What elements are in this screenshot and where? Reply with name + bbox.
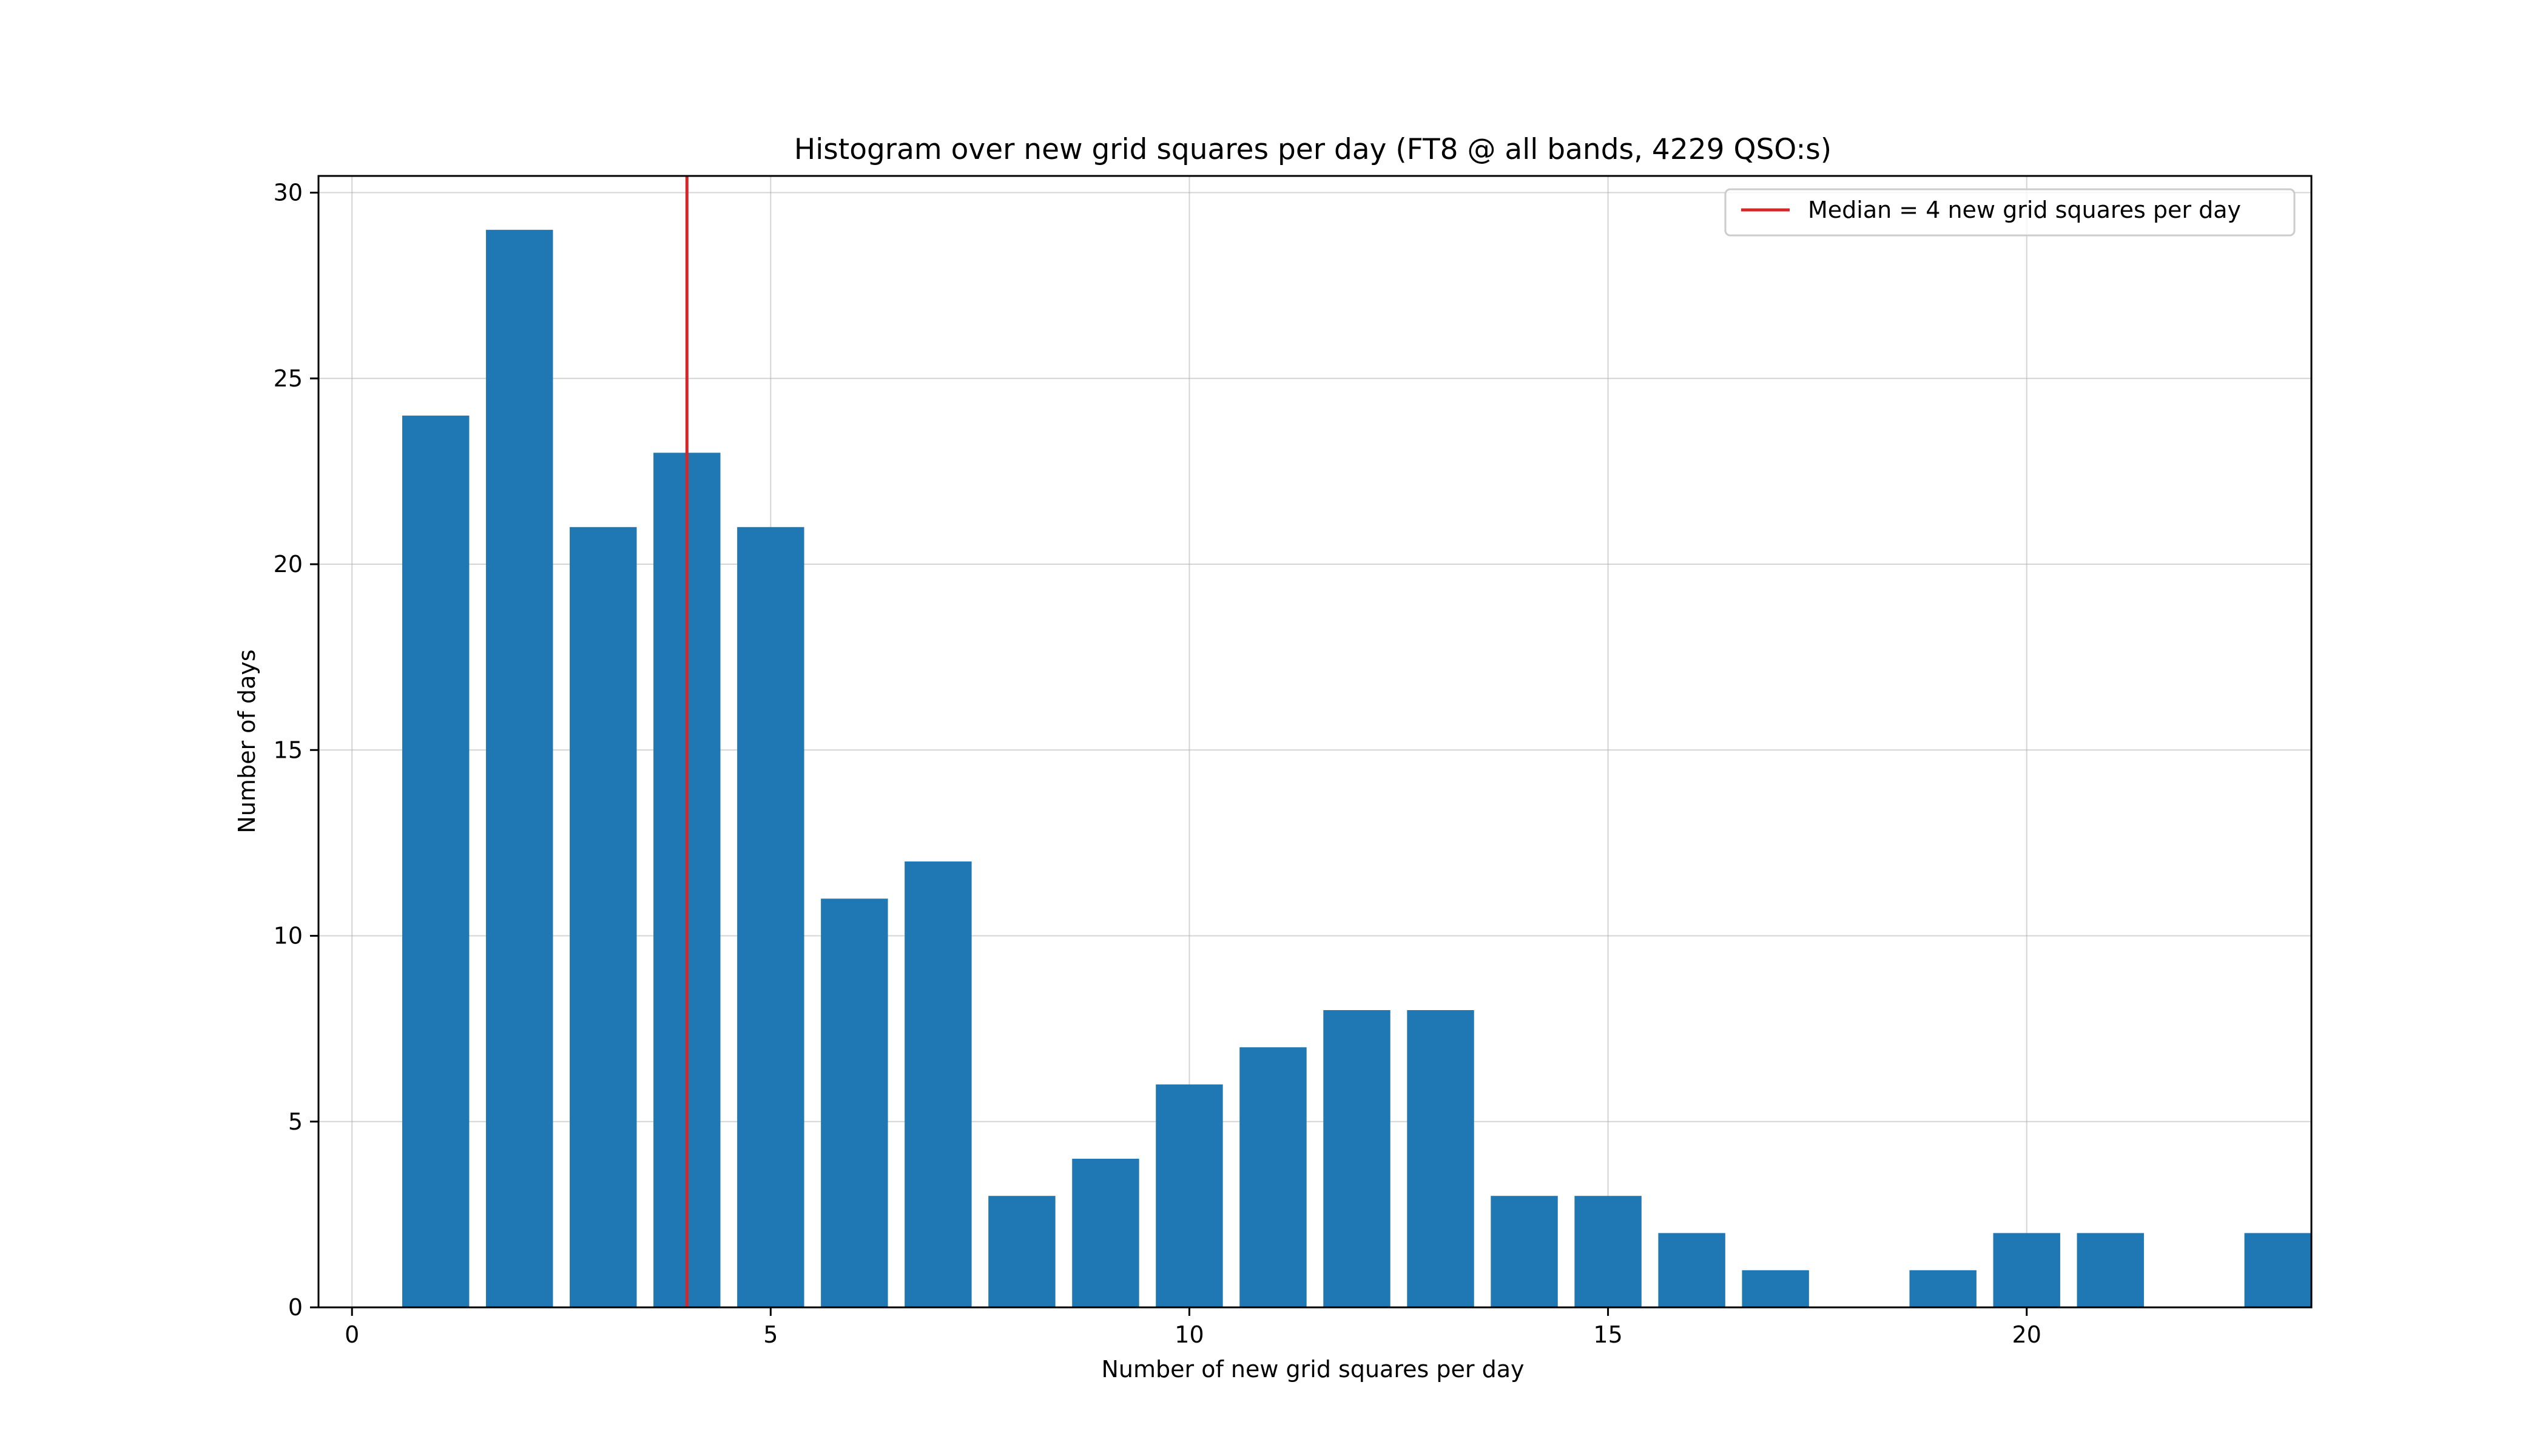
y-axis-label: Number of days	[234, 649, 260, 833]
x-tick-label-0: 0	[345, 1321, 359, 1348]
bar-14	[1491, 1196, 1558, 1307]
bar-23	[2244, 1233, 2311, 1307]
legend-median-label: Median = 4 new grid squares per day	[1808, 197, 2241, 223]
y-tick-label-6: 30	[274, 180, 303, 206]
y-tick-label-3: 15	[274, 736, 303, 763]
x-tick-label-3: 15	[1593, 1321, 1622, 1348]
bar-3	[570, 527, 637, 1307]
bar-2	[486, 229, 553, 1307]
bar-9	[1072, 1159, 1139, 1307]
bar-20	[1993, 1233, 2060, 1307]
bar-1	[402, 416, 470, 1307]
y-tick-label-5: 25	[274, 365, 303, 392]
bar-16	[1658, 1233, 1725, 1307]
y-axis-ticks: 0 5 10 15 20 25 30	[274, 180, 318, 1321]
bar-17	[1742, 1270, 1809, 1307]
bar-5	[737, 527, 804, 1307]
bars	[402, 229, 2311, 1308]
bar-11	[1239, 1047, 1307, 1307]
y-tick-label-0: 0	[288, 1294, 303, 1321]
y-tick-label-2: 10	[274, 923, 303, 949]
bar-19	[1909, 1270, 1977, 1307]
x-tick-label-1: 5	[763, 1321, 778, 1348]
x-axis-label: Number of new grid squares per day	[1102, 1356, 1525, 1383]
bar-21	[2077, 1233, 2144, 1307]
x-tick-label-4: 20	[2012, 1321, 2041, 1348]
legend: Median = 4 new grid squares per day	[1724, 188, 2296, 237]
legend-box	[1724, 188, 2296, 237]
x-tick-label-2: 10	[1175, 1321, 1204, 1348]
bar-7	[905, 861, 972, 1307]
bar-6	[821, 898, 888, 1307]
x-axis-ticks: 0 5 10 15 20	[345, 1307, 2041, 1348]
plot-frame	[317, 175, 2313, 1309]
bar-12	[1323, 1010, 1390, 1307]
grid-lines	[318, 176, 2311, 1308]
bar-10	[1156, 1084, 1223, 1307]
y-tick-label-4: 20	[274, 551, 303, 578]
y-tick-label-1: 5	[288, 1108, 303, 1135]
bar-13	[1407, 1010, 1474, 1307]
chart-title: Histogram over new grid squares per day …	[794, 133, 1832, 166]
bar-8	[988, 1196, 1056, 1307]
bar-15	[1574, 1196, 1642, 1307]
